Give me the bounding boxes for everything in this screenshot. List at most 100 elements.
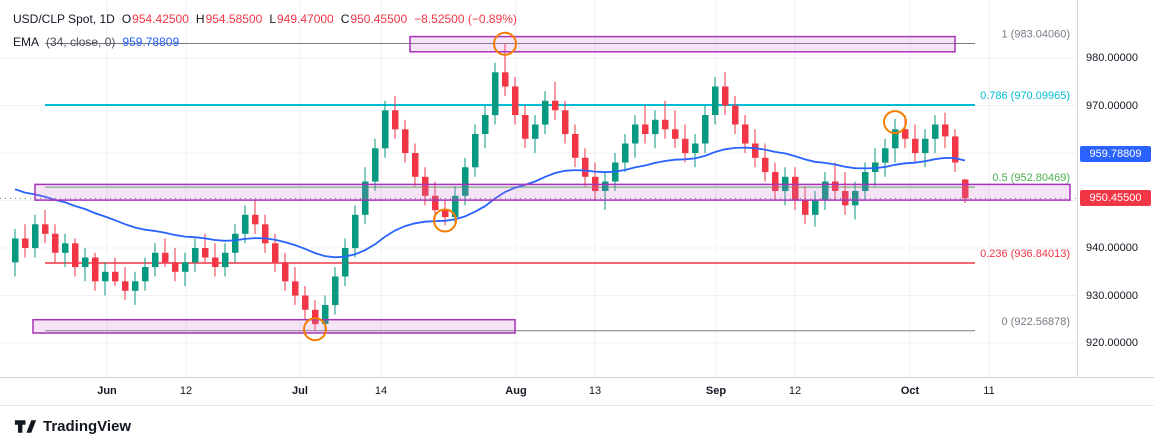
- ohlc-close-value: 950.45500: [350, 12, 408, 26]
- ohlc-high-label: H: [195, 12, 205, 26]
- candle: [642, 105, 649, 144]
- candle: [962, 178, 969, 204]
- candle: [222, 243, 229, 277]
- annotation-circle[interactable]: [303, 317, 327, 342]
- candle: [802, 186, 809, 225]
- candle: [72, 238, 79, 277]
- price-axis-label: 980.00000: [1086, 52, 1138, 64]
- candle: [172, 248, 179, 282]
- time-axis-label: 12: [179, 385, 193, 397]
- candle: [662, 100, 669, 139]
- price-axis-label: 920.00000: [1086, 337, 1138, 349]
- symbol-title[interactable]: USD/CLP Spot, 1D: [13, 12, 115, 26]
- highlight-zone[interactable]: [34, 183, 1071, 201]
- time-axis-label: Oct: [900, 385, 920, 397]
- candle: [312, 300, 319, 331]
- fib-label: 0 (922.56878): [1002, 316, 1071, 328]
- time-axis-label: Jun: [97, 385, 117, 397]
- time-axis-label: Jul: [292, 385, 308, 397]
- price-axis-label: 970.00000: [1086, 99, 1138, 112]
- fib-label: 1 (983.04060): [1002, 29, 1071, 41]
- time-axis-label: Aug: [505, 385, 527, 397]
- candle: [562, 100, 569, 144]
- candle: [532, 115, 539, 153]
- candle: [162, 238, 169, 267]
- candle: [582, 148, 589, 187]
- price-axis[interactable]: 980.00000970.00000960.00000950.00000940.…: [1077, 0, 1154, 377]
- candle: [512, 77, 519, 125]
- ema-indicator-row[interactable]: EMA (34, close, 0) 959.78809: [13, 33, 517, 52]
- time-axis[interactable]: Jun 12 Jul 14 Aug 13 Sep 12 Oct 11: [0, 377, 1154, 406]
- candle: [542, 91, 549, 134]
- candle: [412, 143, 419, 187]
- candle: [732, 96, 739, 134]
- candle: [392, 96, 399, 139]
- candle: [712, 77, 719, 125]
- candle: [882, 138, 889, 177]
- highlight-zone[interactable]: [32, 318, 516, 334]
- candle: [282, 252, 289, 291]
- annotation-circle[interactable]: [433, 208, 457, 233]
- annotation-circle[interactable]: [883, 110, 907, 135]
- ema-title: EMA: [13, 35, 40, 49]
- fib-label: 0.786 (970.09965): [980, 90, 1070, 102]
- ema-params: (34, close, 0): [46, 35, 116, 49]
- candle: [382, 100, 389, 158]
- change-value: −8.52500 (−0.89%): [414, 12, 517, 26]
- candle: [622, 134, 629, 172]
- candle: [932, 115, 939, 153]
- candle: [352, 205, 359, 258]
- price-axis-label: 930.00000: [1086, 289, 1138, 302]
- candle: [132, 271, 139, 305]
- candle: [82, 248, 89, 282]
- highlight-zone[interactable]: [409, 35, 956, 53]
- candle: [22, 224, 29, 258]
- candle: [632, 115, 639, 158]
- candle: [822, 172, 829, 210]
- candle: [302, 286, 309, 320]
- tradingview-logo-icon: [14, 420, 37, 433]
- candle: [292, 267, 299, 305]
- candle: [62, 233, 69, 267]
- candle: [262, 214, 269, 253]
- candle: [52, 224, 59, 263]
- candle: [152, 243, 159, 277]
- ohlc-open-label: O: [121, 12, 132, 26]
- candle: [702, 105, 709, 153]
- candle: [402, 119, 409, 163]
- candle: [472, 124, 479, 177]
- candle: [92, 252, 99, 291]
- candle: [242, 205, 249, 244]
- fib-label: 0.5 (952.80469): [992, 172, 1070, 184]
- price-axis-label: 940.00000: [1086, 242, 1138, 254]
- candle: [252, 200, 259, 234]
- candle: [772, 162, 779, 201]
- candle: [42, 210, 49, 244]
- ohlc-high-value: 954.58500: [205, 12, 263, 26]
- candle: [692, 134, 699, 168]
- candle: [332, 267, 339, 315]
- ohlc-low-label: L: [269, 12, 276, 26]
- symbol-row[interactable]: USD/CLP Spot, 1D O 954.42500 H 954.58500 L…: [13, 10, 517, 29]
- candle: [122, 267, 129, 301]
- tradingview-logo[interactable]: TradingView: [14, 417, 131, 436]
- price-badge: 959.78809: [1080, 146, 1151, 162]
- time-axis-label: 14: [374, 385, 388, 397]
- candle: [482, 105, 489, 149]
- price-badge: 950.45500: [1080, 190, 1151, 207]
- ema-line: [14, 146, 966, 259]
- annotation-circle[interactable]: [493, 31, 517, 56]
- candle: [682, 124, 689, 163]
- candle: [892, 118, 899, 163]
- candle: [192, 238, 199, 272]
- ohlc-low-value: 949.47000: [277, 12, 334, 26]
- candle: [672, 110, 679, 149]
- candle: [722, 72, 729, 115]
- candle: [742, 115, 749, 153]
- candle: [792, 167, 799, 210]
- candle: [942, 112, 949, 149]
- chart-canvas[interactable]: 1 (983.04060) 0.786 (970.09965) 0.5 (952.8…: [0, 0, 1077, 403]
- candle: [32, 214, 39, 258]
- candle: [12, 229, 19, 277]
